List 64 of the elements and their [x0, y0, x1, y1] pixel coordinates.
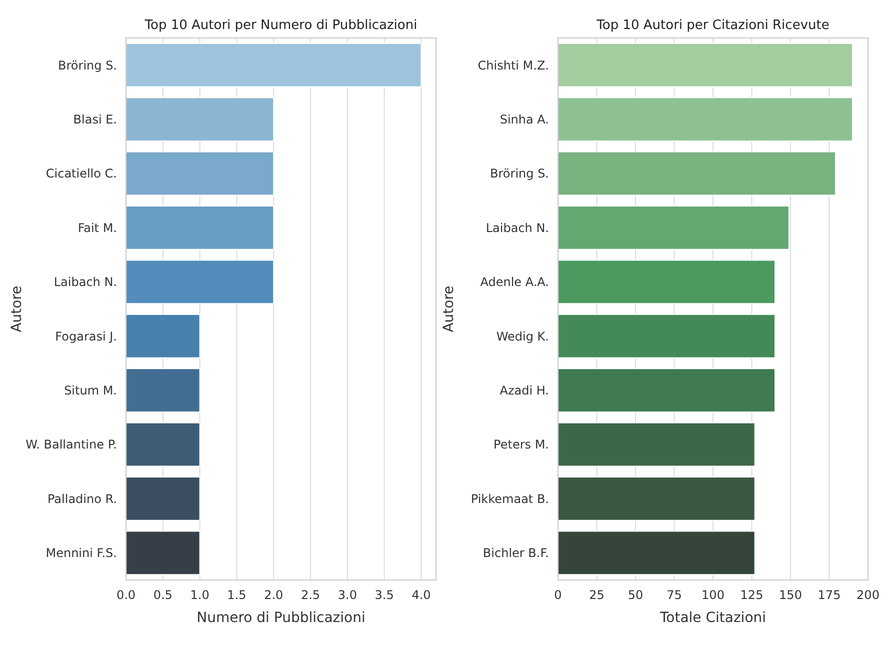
y-tick-label: Pikkemaat B. — [470, 492, 549, 506]
bar — [558, 206, 790, 250]
y-tick-label: Palladino R. — [47, 492, 117, 506]
bar — [126, 151, 274, 196]
bar — [558, 42, 853, 88]
bar — [126, 476, 200, 521]
bar — [558, 151, 836, 196]
y-tick-label: Laibach N. — [486, 220, 549, 235]
x-tick-label: 150 — [779, 588, 802, 602]
y-tick-label: Laibach N. — [54, 275, 117, 290]
y-tick-label: Peters M. — [494, 438, 549, 452]
bar — [126, 368, 200, 412]
bar — [558, 530, 756, 576]
bar — [558, 97, 853, 142]
y-tick-label: Cicatiello C. — [46, 166, 117, 181]
y-tick-label: Fait M. — [78, 220, 117, 235]
bar — [126, 260, 274, 304]
bar — [126, 314, 200, 358]
y-tick-label: Mennini F.S. — [46, 546, 117, 560]
bar — [126, 422, 200, 467]
y-tick-label: Blasi E. — [73, 112, 117, 126]
y-tick-label: Adenle A.A. — [480, 275, 549, 290]
bar — [558, 476, 756, 521]
y-tick-label: Chishti M.Z. — [478, 58, 549, 72]
bar — [126, 42, 422, 88]
y-tick-label: Wedig K. — [496, 329, 549, 344]
bar — [126, 530, 200, 576]
y-axis-title: Autore — [9, 286, 25, 332]
x-tick-label: 0.5 — [153, 588, 172, 602]
y-axis-title: Autore — [441, 286, 457, 332]
x-tick-label: 2.5 — [300, 588, 320, 602]
x-tick-label: 25 — [589, 588, 604, 602]
x-tick-label: 175 — [818, 588, 841, 602]
x-tick-label: 0 — [554, 588, 562, 602]
x-tick-label: 4.0 — [412, 588, 431, 602]
x-tick-label: 50 — [628, 588, 644, 602]
y-tick-label: Sinha A. — [500, 112, 549, 126]
y-tick-label: Fogarasi J. — [55, 329, 117, 344]
x-tick-label: 200 — [856, 588, 880, 602]
x-tick-label: 2.0 — [264, 588, 284, 602]
bar — [558, 260, 776, 304]
x-tick-label: 75 — [666, 588, 682, 602]
y-tick-label: W. Ballantine P. — [26, 438, 117, 452]
bar — [126, 97, 274, 142]
x-tick-label: 100 — [702, 588, 724, 602]
bar — [558, 314, 776, 358]
chart-title: Top 10 Autori per Numero di Pubblicazioni — [144, 18, 418, 33]
x-tick-label: 125 — [740, 588, 764, 602]
bar — [558, 368, 776, 412]
y-tick-label: Situm M. — [64, 384, 117, 398]
x-tick-label: 1.5 — [227, 588, 246, 602]
chart-title: Top 10 Autori per Citazioni Ricevute — [596, 18, 830, 33]
x-tick-label: 3.5 — [374, 588, 394, 602]
x-axis-title: Totale Citazioni — [658, 610, 766, 626]
y-tick-label: Bröring S. — [490, 166, 549, 181]
y-tick-label: Azadi H. — [500, 384, 549, 398]
bar — [558, 422, 756, 467]
y-tick-label: Bröring S. — [58, 58, 117, 72]
x-tick-label: 1.0 — [190, 588, 210, 602]
x-axis-title: Numero di Pubblicazioni — [196, 610, 366, 626]
x-tick-label: 3.0 — [338, 588, 357, 602]
bar — [126, 206, 274, 250]
y-tick-label: Bichler B.F. — [482, 546, 549, 560]
x-tick-label: 0.0 — [116, 588, 136, 602]
